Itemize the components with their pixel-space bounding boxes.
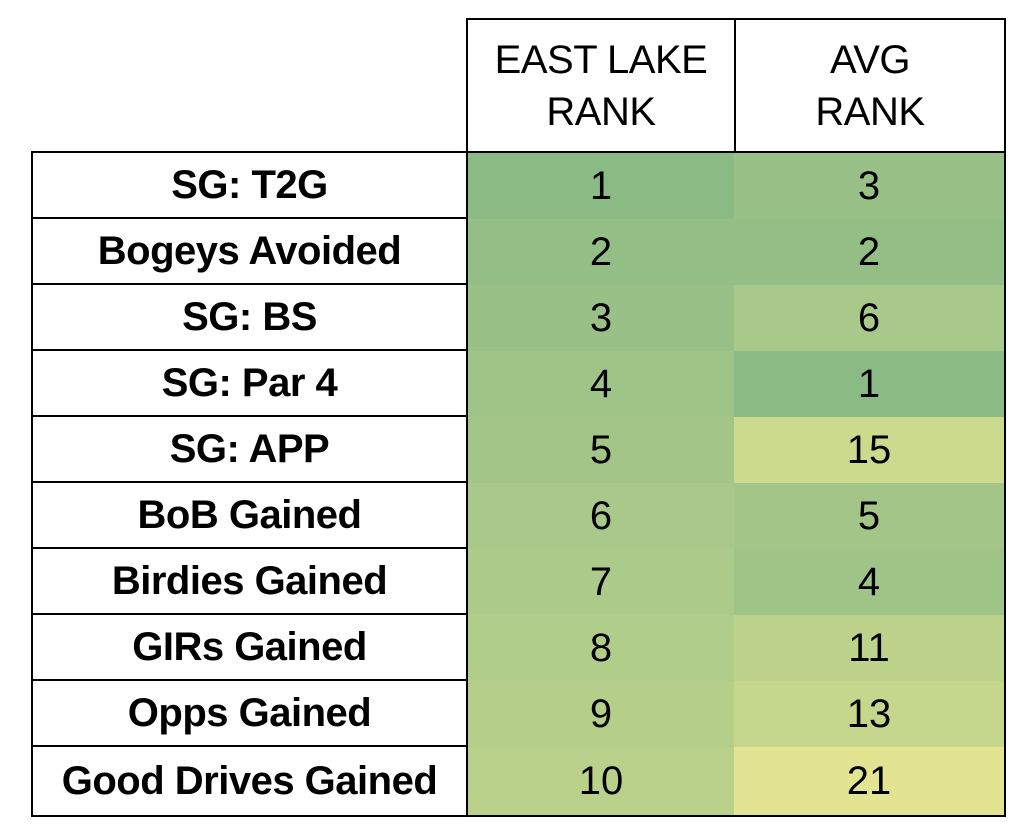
header-avg-rank: AVG RANK — [734, 18, 1006, 153]
east-lake-rank-cell: 3 — [468, 285, 734, 351]
avg-rank-cell: 6 — [734, 285, 1004, 351]
row-label: Bogeys Avoided — [31, 217, 468, 285]
avg-rank-cell: 15 — [734, 417, 1004, 483]
row-label: SG: T2G — [31, 151, 468, 219]
header-east-lake-rank-line1: EAST LAKE — [494, 37, 708, 82]
row-label: SG: APP — [31, 415, 468, 483]
east-lake-rank-cell: 10 — [468, 747, 734, 815]
east-lake-rank-cell: 1 — [468, 153, 734, 219]
avg-rank-cell: 5 — [734, 483, 1004, 549]
row-label: BoB Gained — [31, 481, 468, 549]
avg-rank-cell: 1 — [734, 351, 1004, 417]
row-label: Good Drives Gained — [31, 745, 468, 817]
east-lake-rank-cell: 5 — [468, 417, 734, 483]
avg-rank-cell: 3 — [734, 153, 1004, 219]
east-lake-rank-cell: 4 — [468, 351, 734, 417]
header-east-lake-rank-line2: RANK — [546, 89, 656, 134]
east-lake-rank-cell: 6 — [468, 483, 734, 549]
header-avg-rank-line2: RANK — [815, 89, 925, 134]
avg-rank-cell: 21 — [734, 747, 1004, 815]
header-avg-rank-line1: AVG — [829, 37, 911, 82]
east-lake-rank-cell: 2 — [468, 219, 734, 285]
row-label: SG: Par 4 — [31, 349, 468, 417]
row-label: Opps Gained — [31, 679, 468, 747]
avg-rank-cell: 2 — [734, 219, 1004, 285]
row-label: Birdies Gained — [31, 547, 468, 615]
row-label: SG: BS — [31, 283, 468, 351]
avg-rank-cell: 13 — [734, 681, 1004, 747]
east-lake-rank-cell: 9 — [468, 681, 734, 747]
east-lake-rank-cell: 7 — [468, 549, 734, 615]
row-label: GIRs Gained — [31, 613, 468, 681]
header-east-lake-rank: EAST LAKE RANK — [466, 18, 736, 153]
avg-rank-cell: 4 — [734, 549, 1004, 615]
avg-rank-cell: 11 — [734, 615, 1004, 681]
east-lake-rank-cell: 8 — [468, 615, 734, 681]
